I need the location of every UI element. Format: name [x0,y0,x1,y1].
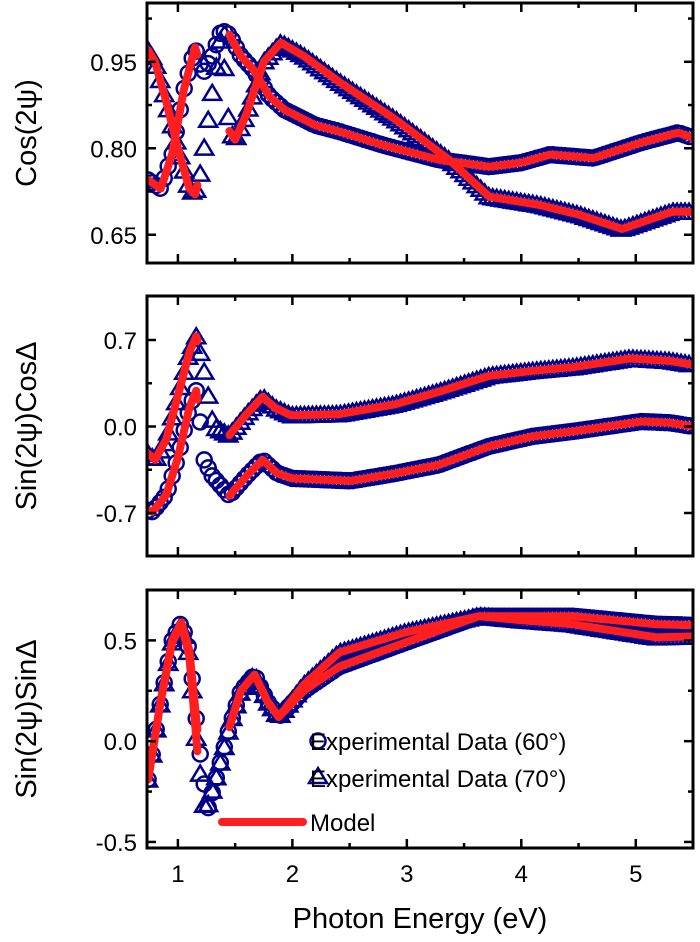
model-line [225,354,693,440]
model-line [147,43,202,193]
legend: Experimental Data (60°) Experimental Dat… [218,729,566,837]
y-axis-title: Sin(2ψ)SinΔ [11,639,43,798]
data-point-triangle [192,137,216,156]
data-point-triangle [196,109,220,129]
y-axis-title: Cos(2ψ) [11,79,43,187]
x-tick-label: 4 [515,861,528,888]
y-tick-label: 0.7 [104,328,137,355]
data-point-triangle [200,780,224,799]
panel-1: 0.65 0.80 0.95 Cos(2ψ) [11,1,695,265]
data-point-triangle [196,385,220,404]
legend-label-model: Model [310,810,375,837]
y-tick-label: 0.95 [90,50,137,77]
x-tick-label: 3 [400,861,413,888]
model-line [225,612,693,732]
data-point-triangle [205,417,228,437]
y-tick-label: 0.5 [104,628,137,655]
panel-frame [145,1,695,265]
data-point-triangle [217,106,240,126]
x-tick-label: 2 [286,861,299,888]
data-point-triangle [209,419,232,439]
x-tick-label: 1 [171,861,184,888]
data-point-triangle [188,763,212,782]
plot-area [147,22,693,237]
data-point-triangle [209,752,232,771]
model-line [225,38,693,233]
panel-2: -0.7 0.0 0.7 Sin(2ψ)CosΔ [11,294,695,558]
y-tick-label: 0.0 [104,414,137,441]
model-line [147,386,202,516]
model-line [147,332,202,464]
data-point-triangle [217,721,240,740]
model-line [225,417,693,500]
panel-frame [145,588,695,850]
data-point-triangle [213,736,236,756]
y-tick-label: 0.80 [90,136,137,163]
y-tick-label: 0.0 [104,729,137,756]
y-tick-label: -0.5 [96,830,137,857]
x-axis-title: Photon Energy (eV) [293,903,548,935]
legend-label-60: Experimental Data (60°) [310,729,566,756]
data-point-triangle [200,82,224,102]
legend-label-70: Experimental Data (70°) [310,766,566,793]
y-tick-label: 0.65 [90,223,137,250]
panel-3: 1 2 3 4 5 -0.5 0.0 0.5 Sin(2ψ)SinΔ [11,588,695,888]
legend-triangle-marker [306,765,330,785]
data-point-circle [191,413,209,431]
data-point-triangle [192,361,216,380]
data-point-triangle [196,793,220,813]
y-axis-title: Sin(2ψ)CosΔ [11,342,43,511]
legend-circle-marker [309,732,327,750]
plot-area [147,325,693,521]
model-line [147,620,202,784]
data-point-triangle [205,766,228,786]
plot-area [147,605,693,817]
data-point-triangle [209,30,232,49]
data-point-triangle [188,342,212,362]
x-tick-label: 5 [629,861,642,888]
model-line [225,30,693,171]
data-point-circle [151,493,169,512]
y-tick-label: -0.7 [96,501,137,528]
data-point-circle [207,471,226,490]
data-point-triangle [188,163,212,182]
series-60deg [147,22,693,197]
model-line [147,46,202,199]
data-point-triangle [213,57,236,77]
